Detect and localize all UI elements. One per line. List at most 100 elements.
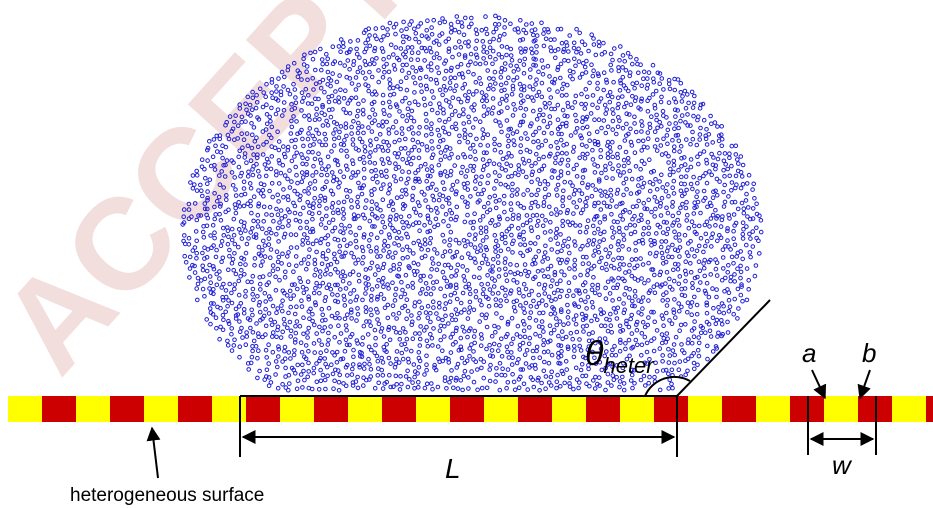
particle bbox=[459, 347, 464, 353]
particle bbox=[392, 365, 398, 370]
particle bbox=[652, 144, 658, 149]
particle bbox=[418, 83, 424, 88]
particle bbox=[442, 306, 448, 312]
particle bbox=[729, 180, 735, 185]
particle bbox=[592, 203, 597, 209]
particle bbox=[410, 193, 415, 199]
particle bbox=[280, 382, 285, 387]
particle bbox=[295, 74, 301, 80]
particle bbox=[235, 123, 241, 128]
particle bbox=[413, 331, 418, 336]
particle bbox=[318, 240, 323, 246]
particle bbox=[219, 259, 224, 265]
particle bbox=[473, 156, 478, 162]
particle bbox=[534, 117, 540, 122]
particle bbox=[639, 342, 645, 348]
particle bbox=[570, 105, 575, 110]
particle bbox=[460, 75, 466, 80]
particle bbox=[465, 98, 470, 104]
particle bbox=[396, 243, 402, 248]
particle bbox=[543, 218, 548, 223]
particle bbox=[356, 213, 361, 219]
particle bbox=[499, 129, 504, 135]
particle bbox=[251, 234, 257, 240]
stripe-yellow bbox=[620, 396, 654, 422]
particle bbox=[536, 301, 542, 306]
particle bbox=[299, 298, 304, 304]
particle bbox=[572, 257, 578, 263]
particle bbox=[263, 332, 268, 337]
particle bbox=[299, 179, 305, 185]
particle bbox=[243, 228, 248, 233]
particle bbox=[671, 278, 677, 284]
particle bbox=[604, 175, 609, 180]
particle bbox=[336, 184, 341, 190]
particle bbox=[554, 226, 560, 232]
particle bbox=[203, 175, 208, 181]
particle bbox=[241, 224, 247, 229]
particle bbox=[484, 98, 490, 104]
particle bbox=[453, 45, 458, 50]
particle bbox=[246, 367, 251, 372]
particle bbox=[714, 273, 720, 278]
particle bbox=[448, 68, 454, 73]
particle bbox=[493, 56, 498, 62]
particle bbox=[353, 232, 359, 238]
particle bbox=[312, 195, 318, 201]
particle bbox=[243, 342, 249, 348]
particle bbox=[357, 185, 363, 191]
particle bbox=[423, 310, 429, 315]
particle bbox=[312, 272, 318, 278]
particle bbox=[640, 319, 646, 325]
particle bbox=[487, 82, 493, 88]
particle bbox=[411, 75, 416, 80]
particle bbox=[454, 311, 460, 317]
particle bbox=[249, 210, 254, 216]
particle bbox=[560, 107, 566, 113]
particle bbox=[524, 22, 529, 27]
particle bbox=[539, 20, 544, 26]
particle bbox=[688, 157, 694, 162]
particle bbox=[602, 353, 608, 359]
particle bbox=[650, 92, 656, 97]
particle bbox=[706, 132, 712, 137]
particle bbox=[627, 210, 633, 215]
particle bbox=[442, 76, 447, 81]
particle bbox=[563, 123, 569, 129]
particle bbox=[444, 386, 449, 391]
particle bbox=[250, 167, 255, 172]
particle bbox=[345, 312, 350, 318]
particle bbox=[456, 29, 462, 35]
particle bbox=[382, 224, 388, 230]
particle bbox=[306, 325, 312, 331]
particle bbox=[220, 225, 226, 231]
particle bbox=[667, 121, 672, 126]
particle bbox=[255, 144, 261, 150]
particle bbox=[448, 265, 454, 271]
particle bbox=[299, 170, 305, 175]
particle bbox=[404, 244, 410, 250]
particle bbox=[268, 166, 274, 172]
particle bbox=[232, 282, 238, 287]
particle bbox=[549, 131, 555, 136]
particle bbox=[432, 362, 437, 368]
particle bbox=[701, 198, 706, 203]
particle bbox=[300, 362, 305, 368]
particle bbox=[466, 39, 471, 45]
particle bbox=[548, 45, 553, 50]
particle bbox=[333, 266, 338, 272]
particle bbox=[523, 46, 528, 52]
particle bbox=[386, 324, 392, 330]
particle bbox=[324, 61, 330, 67]
particle bbox=[736, 306, 741, 311]
particle bbox=[404, 75, 409, 80]
particle bbox=[498, 123, 503, 128]
particle bbox=[293, 337, 298, 342]
particle bbox=[339, 254, 344, 259]
particle bbox=[495, 260, 501, 266]
particle bbox=[335, 282, 340, 288]
particle bbox=[363, 286, 369, 291]
particle bbox=[283, 385, 289, 390]
particle bbox=[618, 44, 623, 49]
particle bbox=[332, 225, 338, 231]
